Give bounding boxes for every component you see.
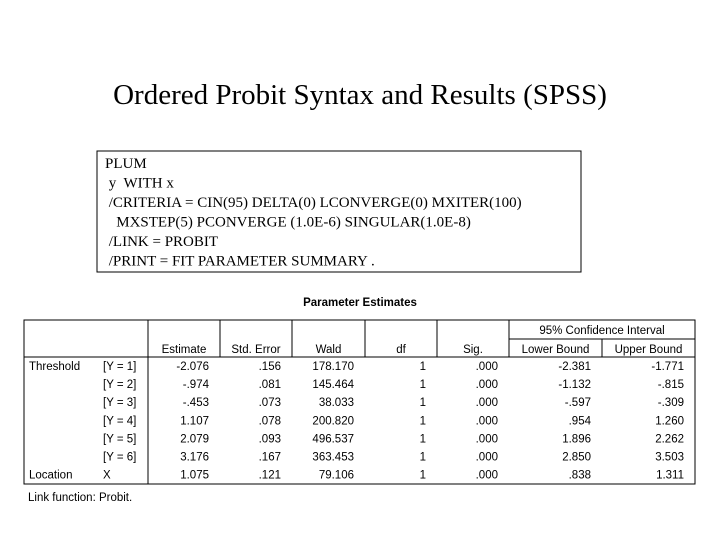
cell: 1 xyxy=(420,397,426,409)
cell: .000 xyxy=(476,397,498,409)
cell: -.974 xyxy=(183,379,210,391)
cell: 178.170 xyxy=(312,361,354,373)
cell: .000 xyxy=(476,361,498,373)
cell: 3.176 xyxy=(180,452,209,464)
syntax-line: /PRINT = FIT PARAMETER SUMMARY . xyxy=(105,254,375,270)
cell: .073 xyxy=(259,397,281,409)
row-term: Location xyxy=(29,470,72,482)
cell: 1 xyxy=(420,379,426,391)
column-header: Estimate xyxy=(162,344,207,356)
table-title: Parameter Estimates xyxy=(303,297,417,309)
row-level: X xyxy=(103,470,111,482)
cell: .000 xyxy=(476,452,498,464)
cell: 1.075 xyxy=(180,470,209,482)
footnote: Link function: Probit. xyxy=(28,492,132,504)
row-level: [Y = 3] xyxy=(103,397,136,409)
cell: -1.771 xyxy=(651,361,684,373)
cell: -2.076 xyxy=(176,361,209,373)
cell: .000 xyxy=(476,379,498,391)
cell: .000 xyxy=(476,433,498,445)
syntax-line: PLUM xyxy=(105,156,147,172)
cell: .954 xyxy=(569,415,592,427)
cell: 1 xyxy=(420,361,426,373)
cell: 38.033 xyxy=(319,397,354,409)
cell: -2.381 xyxy=(558,361,591,373)
cell: 1.311 xyxy=(656,470,684,482)
cell: -.453 xyxy=(183,397,209,409)
cell: .838 xyxy=(569,470,591,482)
cell: 1.107 xyxy=(180,415,209,427)
table-border xyxy=(23,319,696,485)
cell: 2.850 xyxy=(562,452,591,464)
syntax-line: y WITH x xyxy=(105,176,174,192)
cell: -.597 xyxy=(565,397,591,409)
cell: .156 xyxy=(259,361,281,373)
cell: .081 xyxy=(259,379,281,391)
row-level: [Y = 6] xyxy=(103,452,136,464)
row-term: Threshold xyxy=(29,361,80,373)
cell: 363.453 xyxy=(312,452,354,464)
cell: .000 xyxy=(476,470,498,482)
cell: 1.260 xyxy=(655,415,684,427)
row-level: [Y = 2] xyxy=(103,379,136,391)
cell: 2.262 xyxy=(655,433,684,445)
cell: .078 xyxy=(259,415,281,427)
cell: 1 xyxy=(420,415,426,427)
cell: 200.820 xyxy=(312,415,354,427)
syntax-line: /LINK = PROBIT xyxy=(105,234,218,250)
column-header: Upper Bound xyxy=(615,344,683,356)
column-header: Wald xyxy=(316,344,342,356)
cell: 1 xyxy=(420,470,426,482)
cell: .167 xyxy=(259,452,281,464)
cell: 2.079 xyxy=(180,433,209,445)
cell: -1.132 xyxy=(558,379,591,391)
cell: 145.464 xyxy=(312,379,354,391)
cell: -.815 xyxy=(658,379,684,391)
row-level: [Y = 4] xyxy=(103,415,136,427)
column-header: Lower Bound xyxy=(522,344,590,356)
cell: -.309 xyxy=(658,397,684,409)
cell: .000 xyxy=(476,415,498,427)
column-header: df xyxy=(396,344,406,356)
cell: .121 xyxy=(259,470,281,482)
syntax-line: MXSTEP(5) PCONVERGE (1.0E-6) SINGULAR(1.… xyxy=(105,215,471,231)
row-level: [Y = 1] xyxy=(103,361,136,373)
column-header: Std. Error xyxy=(231,344,280,356)
cell: .093 xyxy=(259,433,281,445)
cell: 3.503 xyxy=(655,452,684,464)
column-header: Sig. xyxy=(463,344,483,356)
cell: 79.106 xyxy=(319,470,354,482)
cell: 1 xyxy=(420,433,426,445)
cell: 496.537 xyxy=(312,433,354,445)
ci-header: 95% Confidence Interval xyxy=(539,325,664,337)
syntax-line: /CRITERIA = CIN(95) DELTA(0) LCONVERGE(0… xyxy=(105,195,522,211)
slide-title: Ordered Probit Syntax and Results (SPSS) xyxy=(113,79,607,111)
cell: 1 xyxy=(420,452,426,464)
syntax-box xyxy=(96,150,582,273)
row-level: [Y = 5] xyxy=(103,433,136,445)
cell: 1.896 xyxy=(562,433,591,445)
